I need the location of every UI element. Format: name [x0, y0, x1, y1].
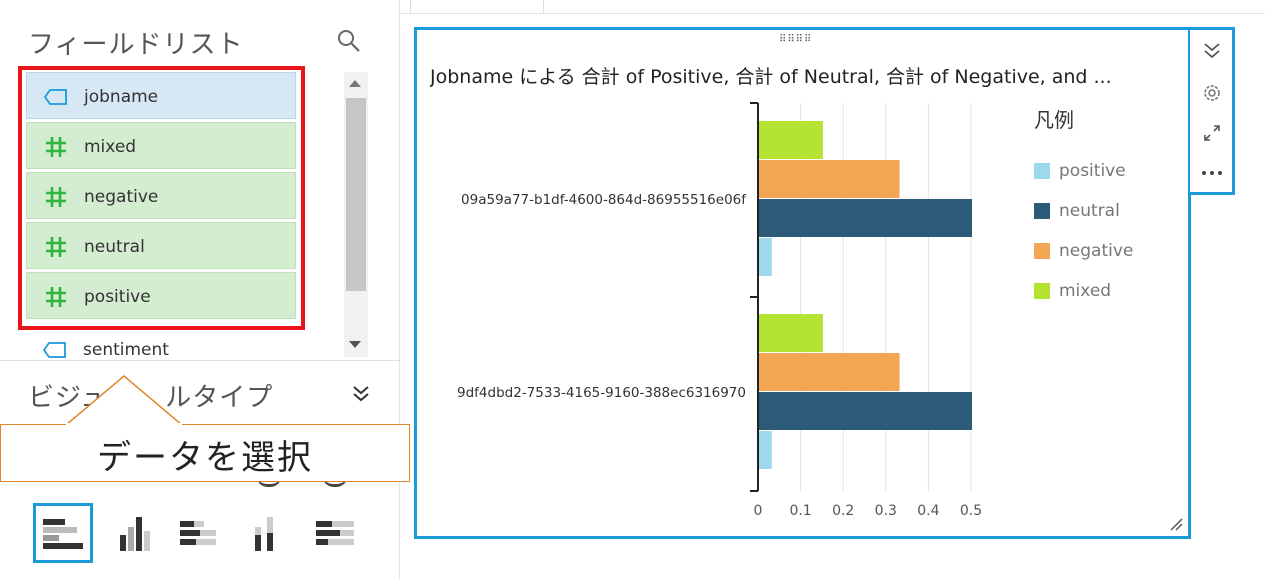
hash-icon: [43, 185, 69, 209]
horizontal-stacked-bar-icon[interactable]: [168, 503, 228, 563]
bar-neutral: [759, 392, 972, 430]
legend-label: neutral: [1059, 201, 1120, 221]
bar-negative: [759, 160, 900, 198]
bar-chart: 0 0.1 0.2 0.3 0.4 0.5 09a59a77-b1df-4600-864d-…: [457, 102, 982, 519]
hash-icon: [43, 235, 69, 259]
legend-label: positive: [1059, 161, 1126, 181]
legend-item-positive[interactable]: positive: [1034, 160, 1126, 182]
legend-item-neutral[interactable]: neutral: [1034, 200, 1120, 222]
x-tick-label: 0.5: [960, 503, 982, 519]
sheet-tab[interactable]: [410, 0, 544, 14]
scrollbar-thumb[interactable]: [346, 98, 366, 291]
legend-swatch: [1034, 203, 1050, 219]
callout-pointer-cover: [66, 423, 182, 426]
dimension-tag-icon: [43, 85, 69, 109]
chart-card[interactable]: [414, 27, 1191, 539]
callout-pointer: [64, 375, 184, 426]
callout-text: データを選択: [97, 438, 313, 478]
hash-icon: [43, 135, 69, 159]
legend-title: 凡例: [1034, 108, 1074, 132]
double-chevron-down-icon[interactable]: [350, 384, 372, 404]
field-list-title: フィールドリスト: [28, 30, 244, 60]
chart-toolbar: [1190, 27, 1235, 195]
field-item-label: mixed: [84, 137, 137, 157]
horizontal-bar-chart-icon[interactable]: [33, 503, 93, 563]
x-tick-label: 0.2: [832, 503, 854, 519]
settings-icon[interactable]: [1197, 78, 1227, 108]
expand-icon[interactable]: [1197, 118, 1227, 148]
scroll-down-icon[interactable]: [349, 341, 361, 348]
field-item-label: jobname: [84, 87, 159, 107]
bar-mixed: [759, 314, 823, 352]
field-item-sentiment[interactable]: sentiment: [26, 326, 296, 373]
bar-mixed: [759, 121, 823, 159]
field-item-jobname[interactable]: jobname: [26, 72, 296, 119]
bar-positive: [759, 238, 772, 276]
category-label: 9df4dbd2-7533-4165-9160-388ec6316970: [457, 385, 746, 401]
field-item-label: positive: [84, 287, 151, 307]
top-strip: [400, 0, 1265, 14]
hidden-toggle-right: [322, 475, 348, 487]
search-icon[interactable]: [336, 28, 362, 54]
hash-icon: [43, 285, 69, 309]
collapse-icon[interactable]: [1197, 36, 1227, 66]
more-icon[interactable]: [1197, 158, 1227, 188]
vertical-stacked-bar-icon[interactable]: [233, 503, 293, 563]
field-item-label: negative: [84, 187, 159, 207]
vertical-bar-chart-icon[interactable]: [101, 503, 161, 563]
x-tick-label: 0.4: [917, 503, 939, 519]
field-item-neutral[interactable]: neutral: [26, 222, 296, 269]
horizontal-100-stacked-bar-icon[interactable]: [305, 503, 365, 563]
drag-handle-icon[interactable]: ⠿⠿⠿⠿: [779, 34, 813, 45]
chart-title: Jobname による 合計 of Positive, 合計 of Neutra…: [430, 66, 1112, 88]
bar-positive: [759, 431, 772, 469]
selection-highlight-box: [18, 66, 305, 330]
annotation-callout: [0, 424, 410, 482]
dimension-tag-icon: [42, 338, 68, 362]
bar-negative: [759, 353, 900, 391]
field-item-positive[interactable]: positive: [26, 272, 296, 319]
field-item-label: neutral: [84, 237, 145, 257]
legend-swatch: [1034, 163, 1050, 179]
scroll-up-icon[interactable]: [349, 80, 361, 87]
hidden-toggle-left: [256, 475, 282, 487]
legend-item-negative[interactable]: negative: [1034, 240, 1133, 262]
field-item-mixed[interactable]: mixed: [26, 122, 296, 169]
category-label: 09a59a77-b1df-4600-864d-86955516e06f: [461, 192, 747, 208]
resize-grip-icon[interactable]: [1168, 516, 1184, 532]
legend-label: mixed: [1059, 281, 1112, 301]
x-tick-label: 0: [754, 503, 763, 519]
x-tick-label: 0.1: [789, 503, 811, 519]
legend-label: negative: [1059, 241, 1134, 261]
field-item-negative[interactable]: negative: [26, 172, 296, 219]
bar-neutral: [759, 199, 972, 237]
legend-item-mixed[interactable]: mixed: [1034, 280, 1111, 302]
legend-swatch: [1034, 243, 1050, 259]
field-item-label: sentiment: [83, 340, 169, 360]
x-tick-label: 0.3: [875, 503, 897, 519]
panel-divider: [0, 360, 400, 361]
left-panel: フィールドリスト jobname mixed negative neutral posi…: [0, 0, 400, 579]
legend-swatch: [1034, 283, 1050, 299]
